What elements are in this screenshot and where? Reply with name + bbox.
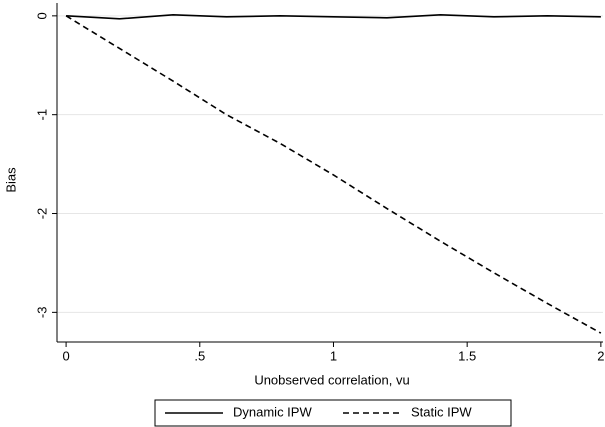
- line-series: [66, 14, 601, 20]
- x-axis-title: Unobserved correlation, vu: [254, 372, 409, 387]
- y-tick-label: -3: [34, 307, 49, 319]
- y-tick-label: -1: [34, 109, 49, 121]
- legend-label: Static IPW: [411, 404, 472, 419]
- legend-label: Dynamic IPW: [233, 404, 312, 419]
- x-tick-label: 2: [597, 348, 604, 363]
- line-series: [65, 15, 602, 334]
- y-tick-label: -2: [34, 208, 49, 220]
- x-tick-label: 0: [62, 348, 69, 363]
- x-tick-label: 1: [330, 348, 337, 363]
- y-axis-title: Bias: [3, 167, 18, 193]
- x-tick-label: .5: [194, 348, 205, 363]
- y-tick-label: 0: [34, 12, 49, 19]
- x-tick-label: 1.5: [458, 348, 476, 363]
